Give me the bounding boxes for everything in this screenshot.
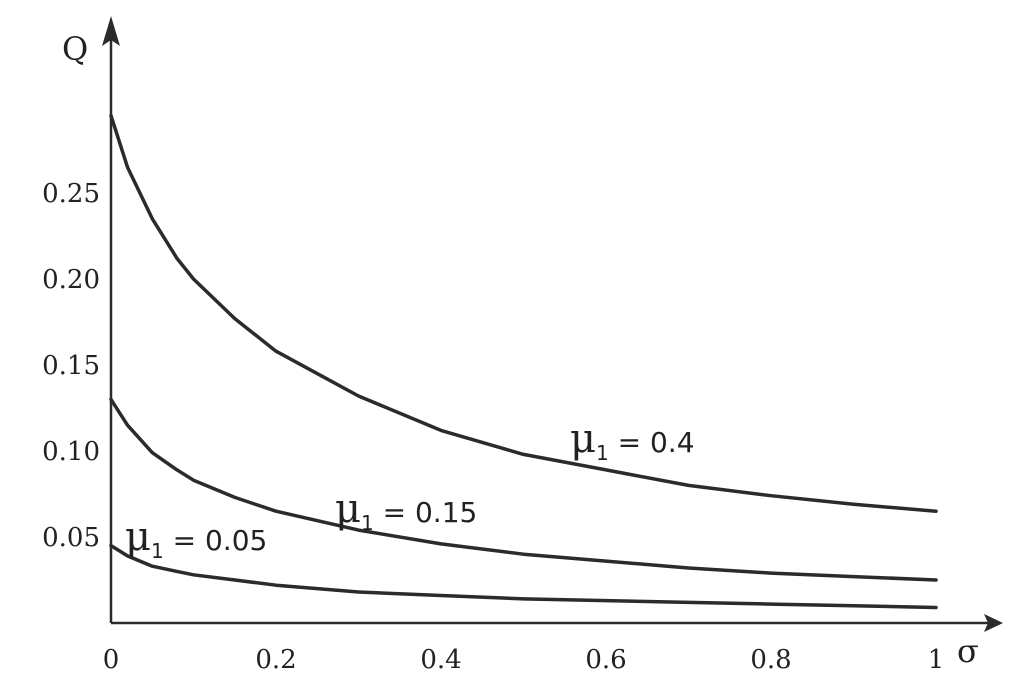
x-axis-arrow-icon: [984, 614, 1003, 632]
series-line-0: [109, 113, 938, 513]
x-axis-label: σ: [957, 632, 979, 670]
x-tick-labels: 0 0.2 0.4 0.6 0.8 1: [103, 645, 945, 675]
x-tick-label: 0.2: [255, 645, 296, 675]
x-tick-label: 0.4: [420, 645, 461, 675]
series-line-1: [109, 397, 938, 582]
series-line-2: [109, 543, 938, 610]
series-label-0: μ1 = 0.4: [570, 416, 695, 465]
y-tick-label: 0.05: [42, 523, 100, 553]
series-lines: [109, 113, 938, 610]
y-tick-label: 0.10: [42, 437, 100, 467]
y-tick-label: 0.20: [42, 265, 100, 295]
axes: [102, 16, 1003, 632]
y-axis-arrow-icon: [102, 16, 120, 46]
series-labels: μ1 = 0.4 μ1 = 0.15 μ1 = 0.05: [125, 416, 695, 563]
x-tick-label: 0.8: [750, 645, 791, 675]
y-tick-label: 0.15: [42, 351, 100, 381]
x-tick-label: 0: [103, 645, 120, 675]
series-label-1: μ1 = 0.15: [335, 486, 477, 535]
x-tick-label: 0.6: [585, 645, 626, 675]
series-label-2: μ1 = 0.05: [125, 514, 267, 563]
y-tick-label: 0.25: [42, 179, 100, 209]
x-tick-label: 1: [928, 645, 945, 675]
y-axis-label: Q: [62, 30, 88, 68]
y-tick-labels: 0.05 0.10 0.15 0.20 0.25: [42, 179, 100, 553]
